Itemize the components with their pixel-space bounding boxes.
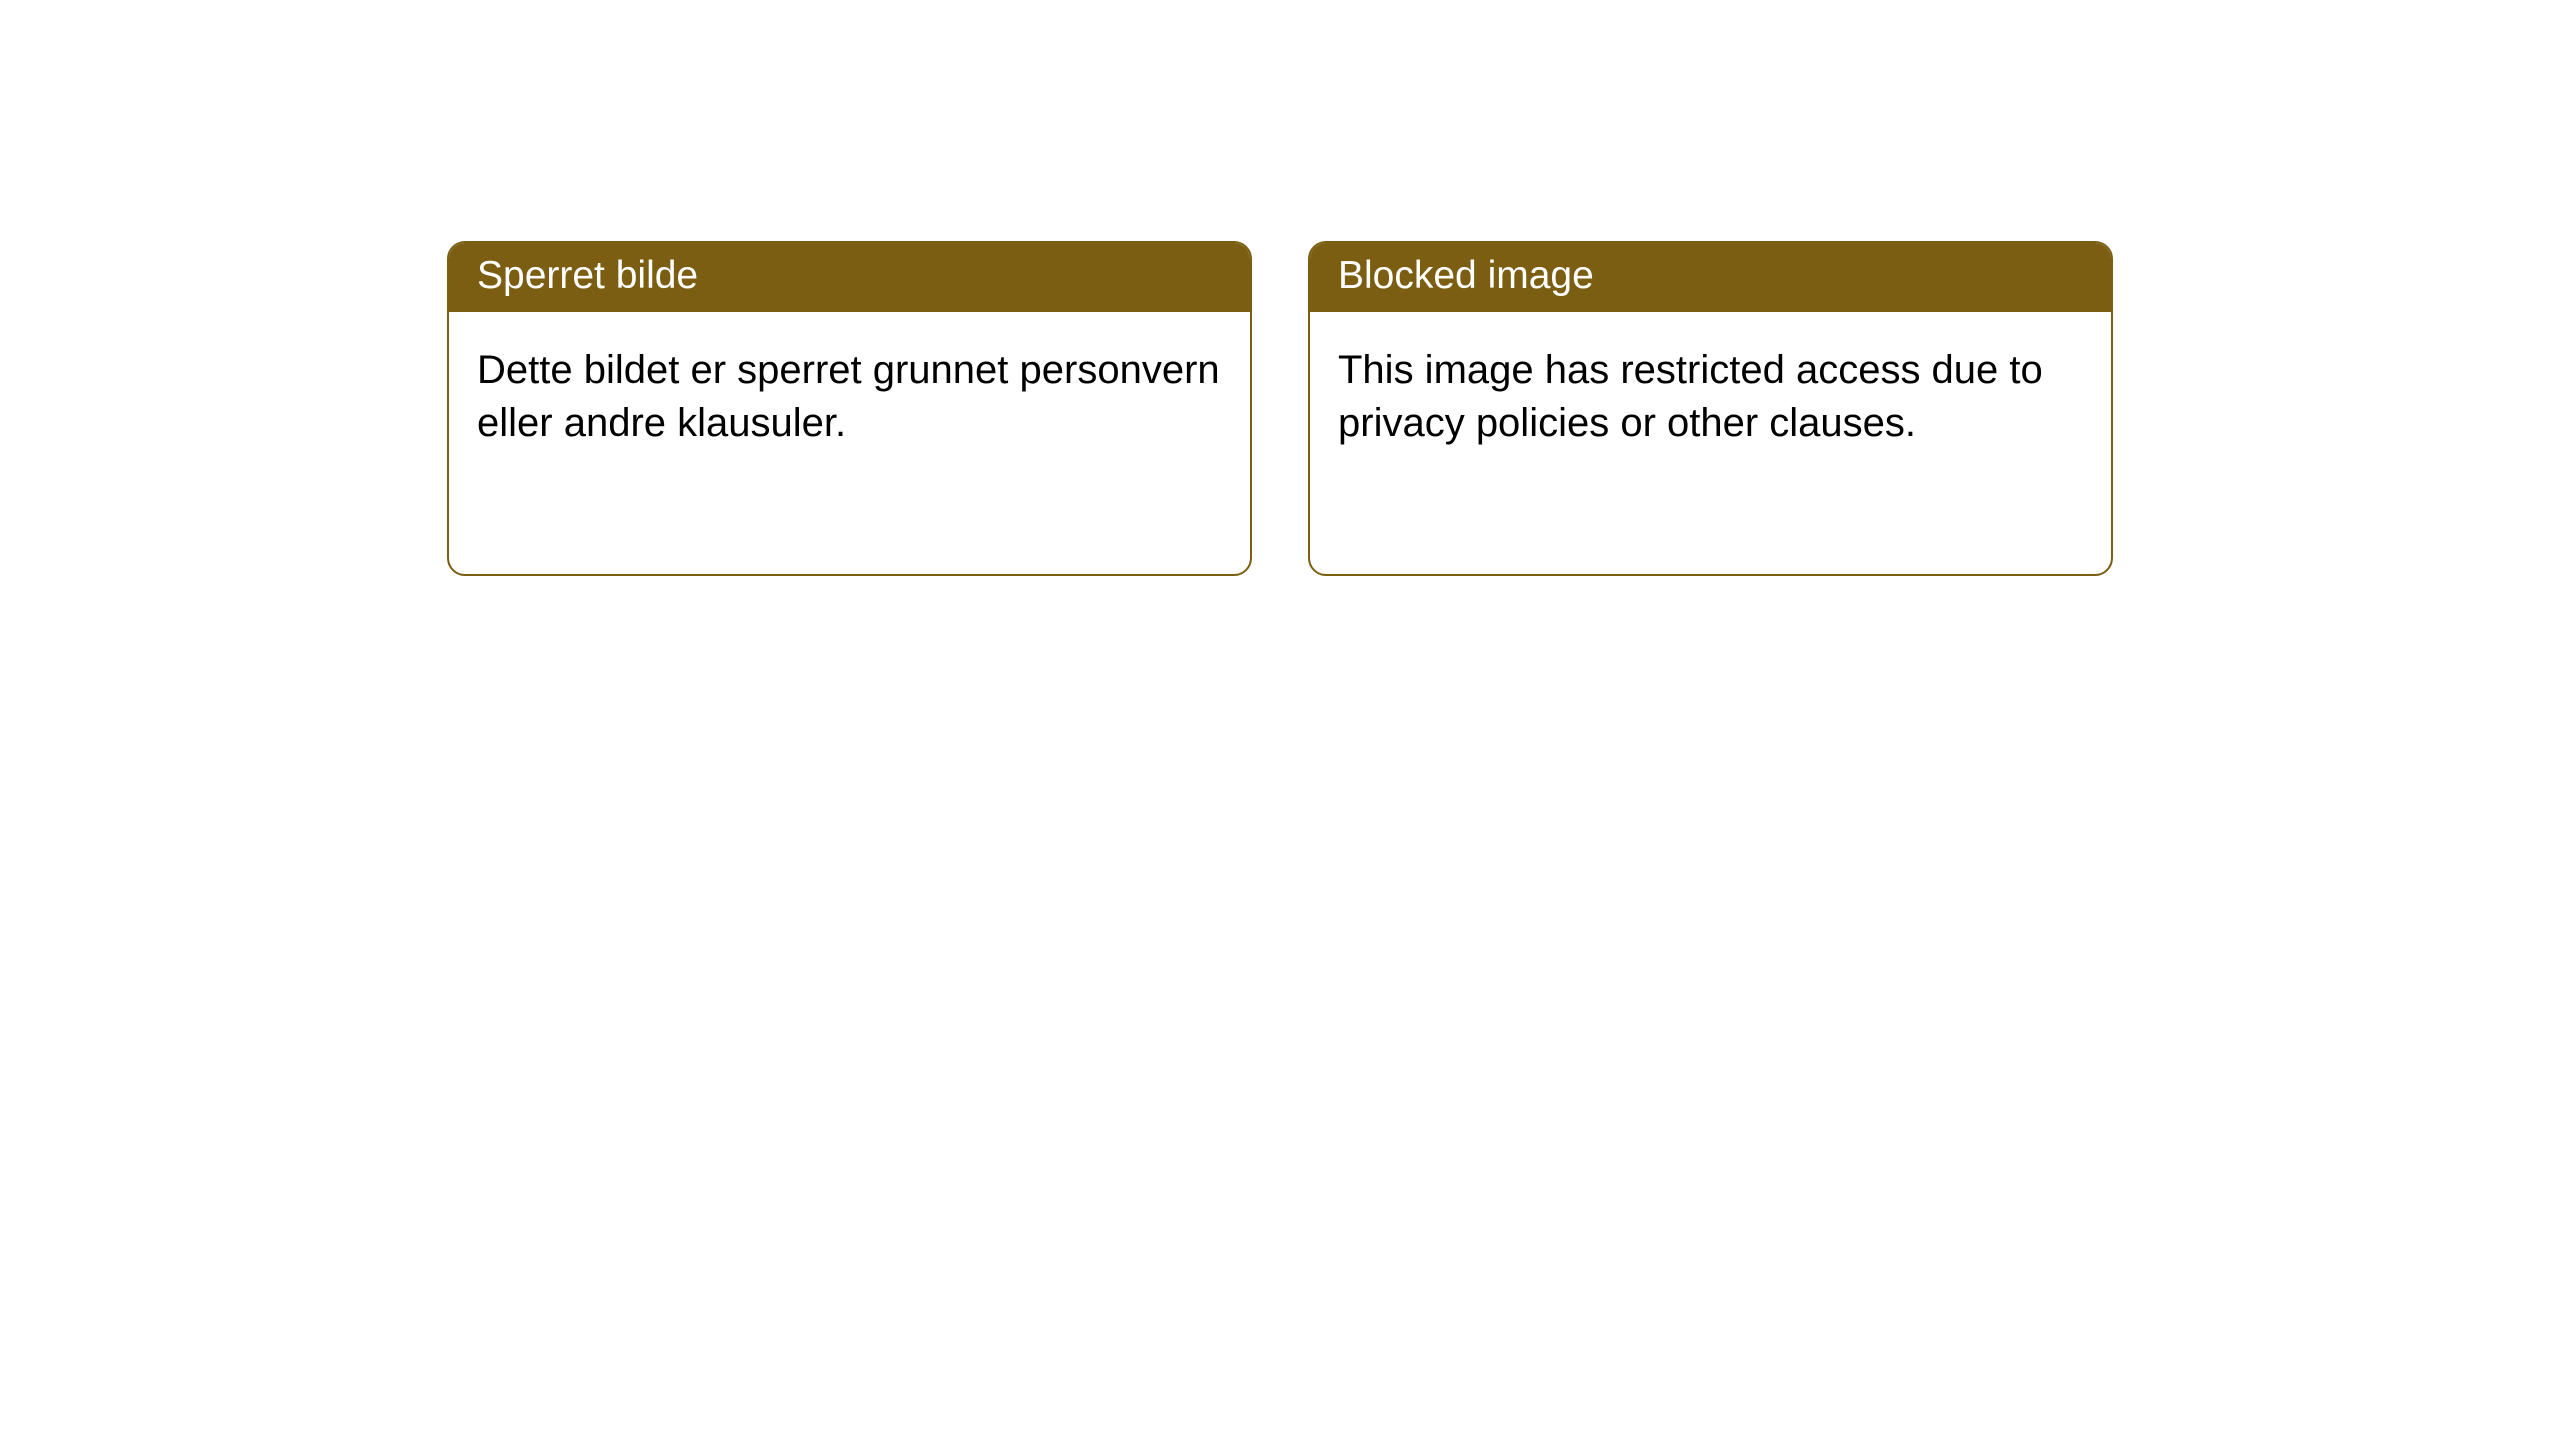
blocked-image-card-no: Sperret bilde Dette bildet er sperret gr… (447, 241, 1252, 576)
notice-cards-container: Sperret bilde Dette bildet er sperret gr… (447, 241, 2113, 576)
blocked-image-card-en: Blocked image This image has restricted … (1308, 241, 2113, 576)
card-body: Dette bildet er sperret grunnet personve… (449, 312, 1250, 482)
card-header: Sperret bilde (449, 243, 1250, 312)
card-body: This image has restricted access due to … (1310, 312, 2111, 482)
card-header: Blocked image (1310, 243, 2111, 312)
